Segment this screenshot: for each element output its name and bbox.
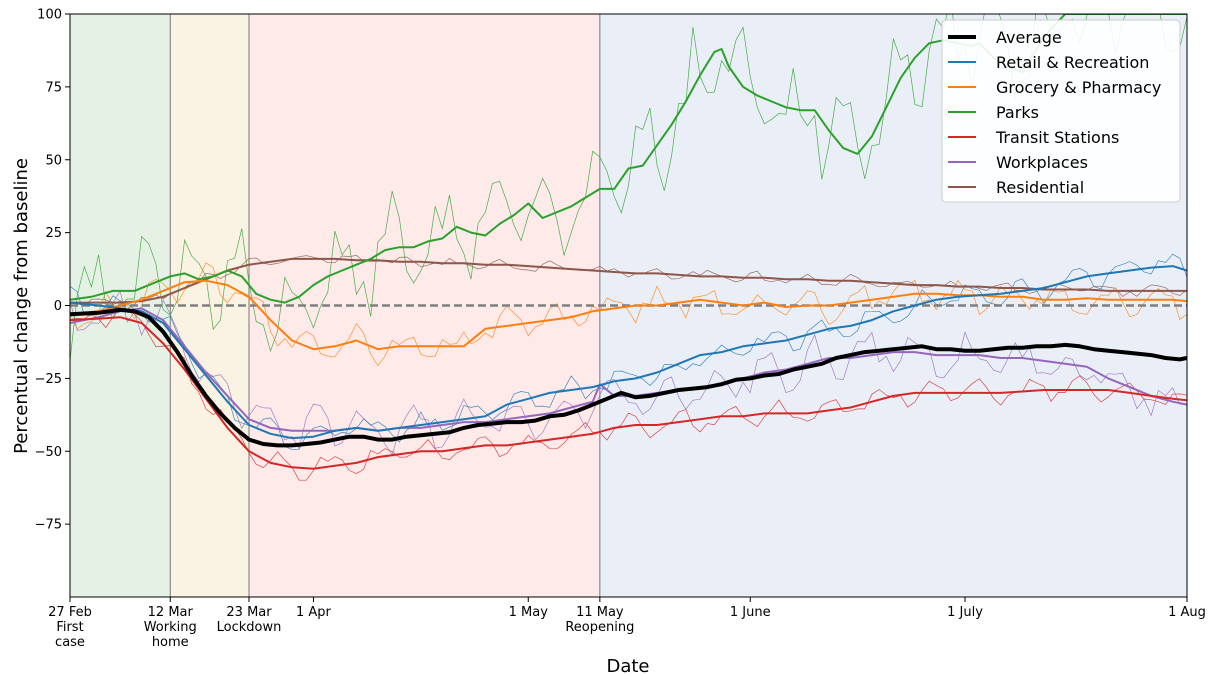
x-tick-label: 27 Feb [48, 605, 92, 620]
x-tick-label: 1 May [509, 605, 549, 620]
x-tick-label: 12 Mar [148, 605, 194, 620]
legend-label: Average [996, 28, 1062, 47]
x-tick-label: First [56, 620, 83, 635]
legend-label: Grocery & Pharmacy [996, 78, 1161, 97]
series-line-transit-stations [70, 316, 1187, 470]
legend-label: Residential [996, 178, 1084, 197]
x-tick-label: 23 Mar [226, 605, 272, 620]
x-tick-label: home [152, 635, 189, 650]
series-line-grocery-pharmacy [70, 279, 1187, 351]
series-line-average [70, 307, 1187, 448]
y-tick-label: 25 [45, 226, 62, 241]
y-tick-label: −75 [35, 518, 62, 533]
x-axis-title: Date [606, 656, 649, 675]
x-tick-label: Working [144, 620, 197, 635]
y-tick-label: 50 [45, 153, 62, 168]
y-tick-label: −25 [35, 372, 62, 387]
legend-label: Retail & Recreation [996, 53, 1149, 72]
legend-label: Transit Stations [995, 128, 1119, 147]
series-2-daily-line [70, 262, 1187, 367]
y-tick-label: 100 [37, 8, 62, 23]
x-tick-label: 1 Aug [1168, 605, 1206, 620]
series-5-daily-line [70, 289, 1187, 456]
legend-label: Workplaces [996, 153, 1088, 172]
legend-box [941, 19, 1181, 203]
x-tick-label: case [55, 635, 85, 650]
x-tick-label: Lockdown [217, 620, 282, 635]
y-axis-title: Percentual change from baseline [11, 158, 32, 454]
legend-label: Parks [996, 103, 1039, 122]
series-4-daily-line [70, 307, 1187, 481]
y-tick-label: 75 [45, 80, 62, 95]
y-tick-label: 0 [54, 299, 62, 314]
series-6-daily-line [70, 255, 1187, 310]
series-line-retail-recreation [70, 265, 1187, 440]
x-tick-label: 11 May [576, 605, 624, 620]
x-tick-label: 1 Apr [296, 605, 332, 620]
series-group [70, 14, 1187, 481]
y-tick-label: −50 [35, 445, 62, 460]
series-line-residential [70, 257, 1187, 304]
x-tick-label: Reopening [565, 620, 634, 635]
legend: Average Retail & Recreation Grocery & Phar… [941, 19, 1181, 203]
x-tick-label: 1 July [947, 605, 983, 620]
x-tick-label: 1 June [730, 605, 771, 620]
series-3-daily-line [70, 14, 1187, 361]
